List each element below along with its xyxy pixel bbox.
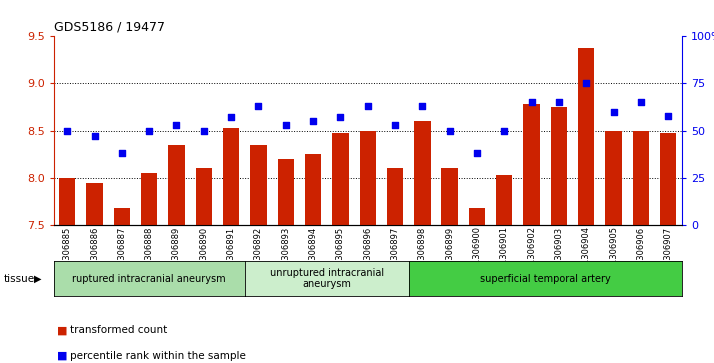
Text: ■: ■: [57, 325, 68, 335]
Point: [253, 103, 264, 109]
Point: [335, 115, 346, 121]
Bar: [578, 48, 595, 225]
Text: tissue: tissue: [4, 274, 35, 284]
Text: unruptured intracranial
aneurysm: unruptured intracranial aneurysm: [270, 268, 384, 289]
Point: [663, 113, 674, 118]
Bar: [523, 104, 540, 225]
Text: GDS5186 / 19477: GDS5186 / 19477: [54, 21, 164, 34]
Bar: [114, 208, 130, 225]
Bar: [496, 175, 513, 225]
Point: [635, 99, 647, 105]
Point: [198, 128, 209, 134]
Bar: [305, 154, 321, 225]
Point: [389, 122, 401, 128]
Bar: [59, 178, 76, 225]
Point: [307, 118, 318, 124]
Point: [144, 128, 155, 134]
Text: percentile rank within the sample: percentile rank within the sample: [70, 351, 246, 361]
Bar: [469, 208, 486, 225]
Point: [89, 134, 100, 139]
Point: [116, 150, 128, 156]
Bar: [387, 168, 403, 225]
Point: [417, 103, 428, 109]
Bar: [223, 128, 239, 225]
Bar: [414, 121, 431, 225]
Point: [362, 103, 373, 109]
Point: [171, 122, 182, 128]
Bar: [86, 183, 103, 225]
Text: ■: ■: [57, 351, 68, 361]
Bar: [441, 168, 458, 225]
Point: [280, 122, 291, 128]
Bar: [141, 173, 157, 225]
Text: superficial temporal artery: superficial temporal artery: [480, 274, 610, 284]
Bar: [250, 145, 266, 225]
Point: [526, 99, 538, 105]
Point: [498, 128, 510, 134]
Point: [444, 128, 456, 134]
Bar: [550, 107, 567, 225]
Point: [553, 99, 565, 105]
Bar: [360, 131, 376, 225]
Bar: [278, 159, 294, 225]
Point: [471, 150, 483, 156]
Point: [61, 128, 73, 134]
Bar: [660, 132, 676, 225]
Text: ruptured intracranial aneurysm: ruptured intracranial aneurysm: [72, 274, 226, 284]
Text: transformed count: transformed count: [70, 325, 167, 335]
Bar: [633, 131, 649, 225]
Bar: [196, 168, 212, 225]
Bar: [332, 132, 348, 225]
Point: [608, 109, 619, 115]
Text: ▶: ▶: [34, 274, 42, 284]
Point: [226, 115, 237, 121]
Bar: [605, 131, 622, 225]
Bar: [169, 145, 185, 225]
Point: [580, 81, 592, 86]
